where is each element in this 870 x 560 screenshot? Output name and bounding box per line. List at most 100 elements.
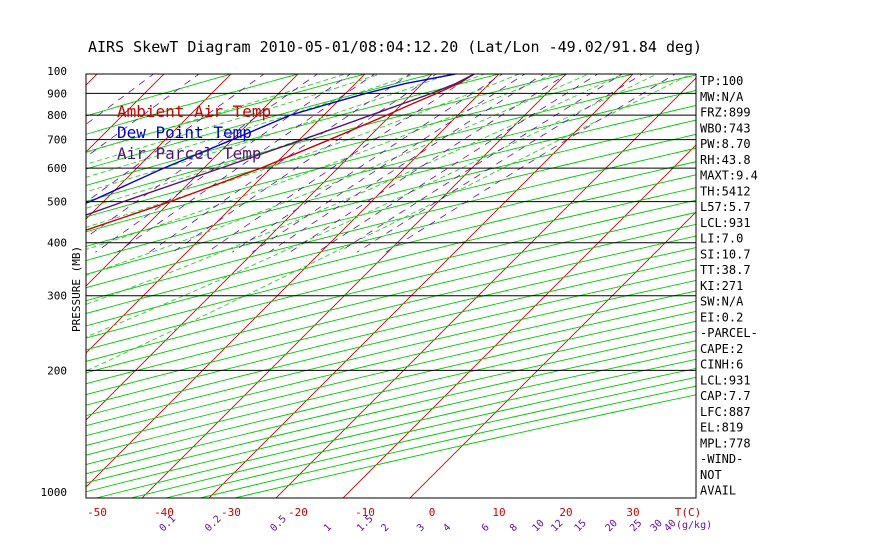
- mixing-ratio-label: 4: [441, 522, 453, 534]
- side-panel-item: WBO:743: [700, 121, 751, 135]
- isotherm-line: [275, 77, 696, 498]
- chart-title: AIRS SkewT Diagram 2010-05-01/08:04:12.2…: [88, 38, 702, 56]
- plot-area: [0, 65, 696, 517]
- pressure-tick-label: 100: [47, 65, 67, 78]
- bottom-temp-tick-label: -50: [87, 506, 107, 519]
- mixing-ratio-label: 8: [508, 522, 520, 534]
- side-panel-item: SW:N/A: [700, 295, 744, 309]
- side-panel-item: LCL:931: [700, 216, 751, 230]
- bottom-temp-tick-label: 30: [626, 506, 639, 519]
- dry-adiabat-line: [86, 300, 696, 446]
- isotherm-line: [86, 74, 433, 421]
- mixing-ratio-label: 1: [322, 522, 334, 534]
- dry-adiabat-line: [86, 74, 434, 170]
- side-panel-item: RH:43.8: [700, 153, 751, 167]
- dry-adiabat-line: [86, 258, 696, 406]
- side-panel-item: L57:5.7: [700, 200, 751, 214]
- side-panel-item: LI:7.0: [700, 232, 743, 246]
- isotherm-line: [86, 74, 232, 220]
- side-panel-item: FRZ:899: [700, 106, 751, 120]
- bottom-temp-axis: -50 -40 -30 -20 -10 0 10 20 30 T(C): [87, 506, 701, 519]
- isotherm-line: [0, 65, 39, 517]
- dry-adiabat-line: [86, 199, 696, 351]
- bottom-temp-tick-label: 20: [559, 506, 572, 519]
- dry-adiabat-line: [86, 74, 233, 117]
- mixing-ratio-line: [289, 74, 568, 253]
- isotherm-line: [86, 74, 165, 153]
- pressure-tick-label: 200: [47, 364, 67, 377]
- side-panel-item: MPL:778: [700, 436, 751, 450]
- side-panel-item: NOT: [700, 468, 722, 482]
- side-panel-item: EI:0.2: [700, 310, 743, 324]
- mixing-ratio-label: 20: [604, 518, 620, 534]
- pressure-tick-label: 800: [47, 109, 67, 122]
- mixing-ratio-lines: [86, 74, 676, 253]
- mixing-ratio-line: [252, 74, 526, 253]
- side-panel-item: TH:5412: [700, 184, 751, 198]
- mixing-ratio-line: [172, 74, 437, 253]
- pressure-tick-label: 600: [47, 162, 67, 175]
- pressure-tick-label: 300: [47, 290, 67, 303]
- profile-series: [86, 74, 475, 231]
- mixing-ratio-label: 10: [530, 518, 546, 534]
- side-panel-item: TT:38.7: [700, 263, 751, 277]
- dry-adiabat-line: [86, 290, 696, 437]
- side-panel-item: CAP:7.7: [700, 389, 751, 403]
- mixing-ratio-label: 6: [480, 522, 492, 534]
- side-panel-item: SI:10.7: [700, 247, 751, 261]
- dry-adiabat-line: [86, 161, 696, 314]
- mixing-ratio-unit: (g/kg): [676, 520, 712, 531]
- y-axis-label: PRESSURE (MB): [70, 246, 83, 332]
- dry-adiabat-line: [86, 310, 696, 456]
- bottom-temp-tick-label: 0: [429, 506, 436, 519]
- dry-adiabat-line: [86, 280, 696, 427]
- parcel-temp-line: [86, 74, 475, 216]
- mixing-ratio-line: [206, 74, 476, 253]
- mixing-ratio-line: [149, 74, 411, 253]
- mixing-ratio-label: 2: [379, 522, 391, 534]
- mixing-ratio-line: [356, 74, 644, 253]
- mixing-ratio-label: 12: [549, 518, 565, 534]
- mixing-ratio-line: [268, 74, 545, 253]
- dry-adiabat-line: [232, 394, 696, 498]
- dry-adiabat-line: [86, 187, 696, 339]
- dry-adiabat-line: [86, 74, 300, 135]
- pressure-tick-label: 400: [47, 237, 67, 250]
- mixing-ratio-line: [86, 74, 265, 203]
- bottom-temp-tick-label: -40: [154, 506, 174, 519]
- dry-adiabat-line: [86, 74, 367, 153]
- dry-adiabat-line: [86, 90, 696, 247]
- ambient-temp-line: [86, 74, 475, 231]
- pressure-tick-label: 1000: [41, 486, 68, 499]
- pressure-tick-label: 700: [47, 134, 67, 147]
- mixing-ratio-label: 15: [573, 518, 589, 534]
- mixing-ratio-line: [316, 74, 599, 253]
- isobars: [86, 92, 696, 371]
- side-panel-item: KI:271: [700, 279, 743, 293]
- isotherm-line: [208, 74, 634, 498]
- side-panel-item: LCL:931: [700, 373, 751, 387]
- mixing-ratio-label: 25: [628, 518, 644, 534]
- dry-adiabat-line: [86, 247, 696, 396]
- dry-adiabat-line: [86, 174, 696, 327]
- mixing-ratio-line: [385, 74, 676, 253]
- side-panel-item: TP:100: [700, 74, 743, 88]
- mixing-ratio-label: 0.5: [268, 514, 289, 535]
- isotherm-line: [141, 74, 567, 498]
- side-panel-item: CAPE:2: [700, 342, 743, 356]
- mixing-ratio-line: [338, 74, 623, 253]
- side-panel-item: -WIND-: [700, 452, 743, 466]
- plot-frame: [85, 73, 697, 499]
- side-panel-item: LFC:887: [700, 405, 751, 419]
- legend-parcel: Air Parcel Temp: [117, 144, 262, 163]
- bottom-temp-tick-label: -20: [288, 506, 308, 519]
- bottom-temp-tick-label: -30: [221, 506, 241, 519]
- side-panel-item: MAXT:9.4: [700, 169, 758, 183]
- bottom-temp-tick-label: -10: [355, 506, 375, 519]
- side-panel-item: PW:8.70: [700, 137, 751, 151]
- mixing-ratio-label: 3: [415, 522, 427, 534]
- side-panel-item: CINH:6: [700, 358, 743, 372]
- side-panel-item: -PARCEL-: [700, 326, 758, 340]
- side-panel-item: AVAIL: [700, 484, 736, 498]
